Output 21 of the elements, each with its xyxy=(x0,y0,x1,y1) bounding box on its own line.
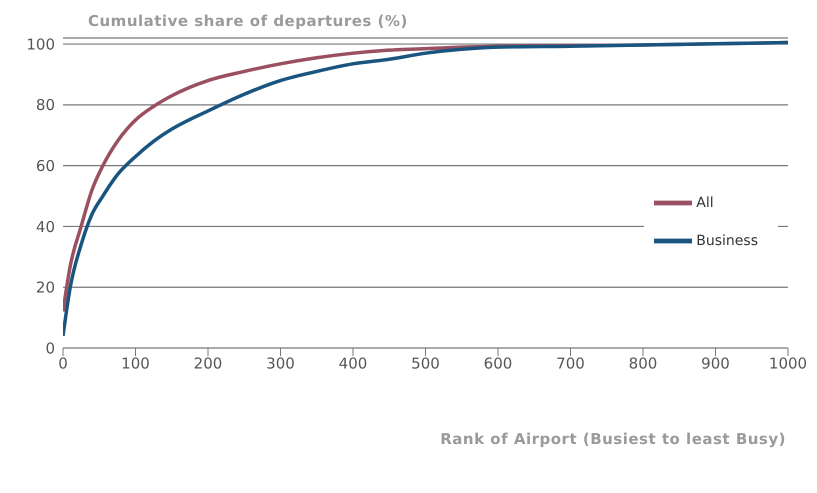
y-tick-label: 80 xyxy=(36,96,55,114)
x-tick-label: 200 xyxy=(194,354,222,373)
x-tick-label: 400 xyxy=(338,354,368,373)
chart-title: Cumulative share of departures (%) xyxy=(88,12,408,30)
legend-label: All xyxy=(696,194,714,211)
x-tick-label: 500 xyxy=(411,354,440,373)
y-tick-label: 40 xyxy=(36,218,55,236)
y-tick-label: 20 xyxy=(36,278,55,297)
x-tick-label: 0 xyxy=(58,354,68,373)
x-tick-label: 1000 xyxy=(768,354,808,373)
x-tick-label: 700 xyxy=(556,354,585,373)
x-tick-label: 300 xyxy=(266,354,295,373)
x-tick-label: 900 xyxy=(701,354,730,373)
y-tick-label: 60 xyxy=(36,156,55,175)
y-tick-label: 0 xyxy=(45,339,55,358)
y-tick-label: 100 xyxy=(26,35,55,54)
x-tick-label: 100 xyxy=(121,354,150,373)
x-tick-label: 800 xyxy=(628,354,658,373)
legend-label: Business xyxy=(696,232,758,249)
x-tick-label: 600 xyxy=(484,354,512,373)
x-axis-title: Rank of Airport (Busiest to least Busy) xyxy=(440,430,786,448)
